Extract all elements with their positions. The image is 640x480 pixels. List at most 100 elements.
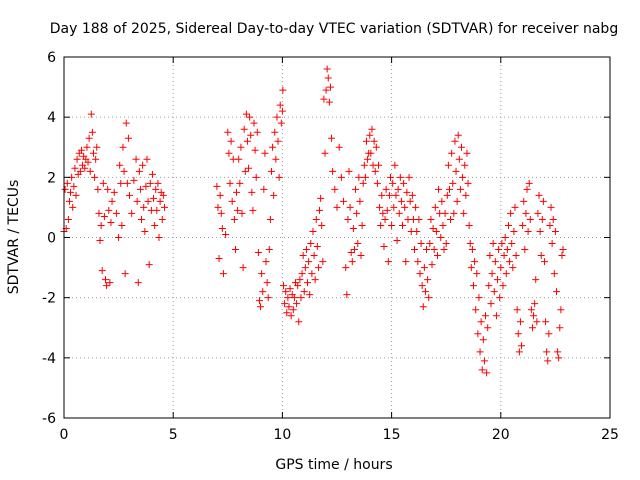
data-point [547,203,555,211]
data-point [323,65,331,73]
data-point [530,312,538,320]
data-point [133,197,141,205]
data-point [237,143,245,151]
data-point [485,282,493,290]
data-point [215,255,223,263]
data-point [522,209,530,217]
data-point [468,246,476,254]
data-point [524,227,532,235]
data-point [556,324,564,332]
data-point [358,221,366,229]
data-point [301,264,309,272]
data-point [546,221,554,229]
data-point [397,197,405,205]
data-point [361,173,369,181]
y-tick-label: 4 [47,110,56,126]
data-point [290,294,298,302]
data-point [438,197,446,205]
data-point [261,149,269,157]
data-point [130,176,138,184]
data-point [142,182,150,190]
data-point [350,246,358,254]
data-point [145,261,153,269]
data-point [331,185,339,193]
data-point [156,197,164,205]
data-point [460,209,468,217]
data-point [426,240,434,248]
data-point [118,221,126,229]
data-point [224,128,232,136]
data-point [287,312,295,320]
data-point [269,143,277,151]
x-tick-label: 25 [601,427,619,443]
data-point [373,179,381,187]
data-point [479,336,487,344]
data-point [251,146,259,154]
data-point [112,209,120,217]
data-point [499,282,507,290]
data-point [439,221,447,229]
data-point [240,125,248,133]
data-point [120,167,128,175]
data-point [371,167,379,175]
data-point [374,161,382,169]
data-point [445,185,453,193]
data-point [349,224,357,232]
data-point [421,288,429,296]
data-point [503,246,511,254]
data-point [154,179,162,187]
data-point [88,128,96,136]
data-point [257,303,265,311]
data-points [60,65,567,377]
data-point [61,185,69,193]
data-point [148,170,156,178]
data-point [281,300,289,308]
x-tick-label: 20 [492,427,510,443]
data-point [477,318,485,326]
data-point [413,227,421,235]
data-point [318,221,326,229]
data-point [387,173,395,181]
data-point [116,161,124,169]
data-point [65,197,73,205]
data-point [283,309,291,317]
data-point [308,270,316,278]
data-point [383,206,391,214]
data-point [155,234,163,241]
data-point [455,155,463,163]
data-point [384,258,392,266]
data-point [347,249,355,257]
data-point [227,137,235,145]
data-point [443,191,451,199]
data-point [456,185,464,193]
data-point [238,209,246,217]
data-point [248,188,256,196]
data-point [478,366,486,374]
data-point [346,203,354,211]
data-point [340,197,348,205]
data-point [152,185,160,193]
data-point [528,324,536,332]
data-point [366,131,374,139]
data-point [108,197,116,205]
data-point [63,179,71,187]
data-point [333,203,341,211]
data-point [81,164,89,172]
data-point [144,197,152,205]
data-point [277,119,285,127]
data-point [420,264,428,272]
data-point [136,185,144,193]
data-point [452,167,460,175]
data-point [518,342,526,350]
data-point [279,282,287,290]
data-point [394,185,402,193]
data-point [348,258,356,266]
data-point [416,270,424,278]
data-point [395,209,403,217]
data-point [94,185,102,193]
data-point [412,203,420,211]
data-point [265,246,273,254]
data-point [498,240,506,248]
data-point [260,185,268,193]
